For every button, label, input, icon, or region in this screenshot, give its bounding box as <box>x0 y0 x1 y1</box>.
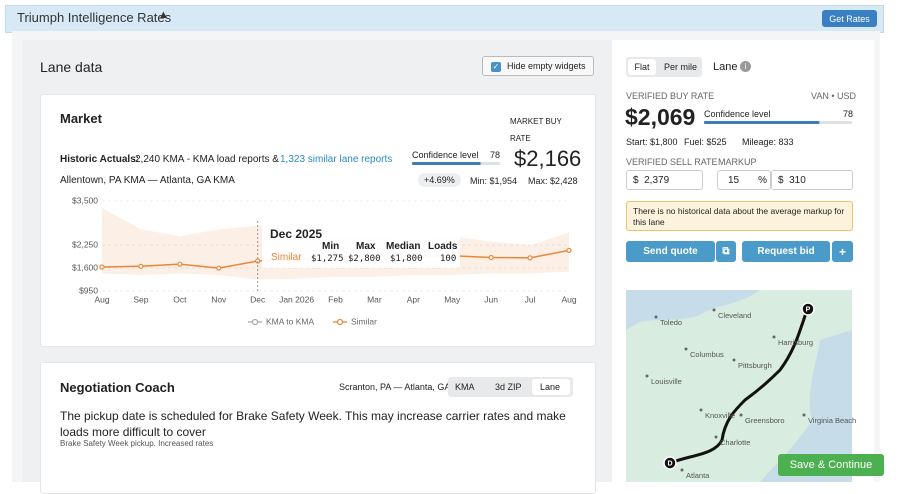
max-text: Max: $2,428 <box>528 176 578 186</box>
sell-input[interactable]: $ 2,379 <box>626 170 703 190</box>
warning: There is no historical data about the av… <box>626 201 853 231</box>
verified-buy-rate: $2,069 <box>625 104 696 130</box>
collapse-icon[interactable]: ▲ <box>158 9 169 21</box>
buy-label: VERIFIED BUY RATE <box>626 91 715 101</box>
checkbox[interactable]: ✓ <box>491 62 501 72</box>
buy-rate: $2,166 <box>514 146 582 171</box>
historic-text: 2,240 KMA - KMA load reports & <box>135 154 279 165</box>
market-card <box>40 94 596 347</box>
negotiation-title: Negotiation Coach <box>60 380 175 395</box>
tab[interactable]: Lane <box>540 382 561 392</box>
markup-pct-input[interactable]: 15% <box>717 170 771 190</box>
flat-tab[interactable]: Flat <box>628 59 656 75</box>
save-continue-button[interactable]: Save & Continue <box>778 454 884 476</box>
pct-sign: % <box>758 174 768 186</box>
tooltip-cell: $1,275 <box>311 254 344 264</box>
change-badge: +4.69% <box>418 173 461 187</box>
tooltip-series: Similar <box>271 252 302 263</box>
hide-empty-toggle[interactable]: Hide empty widgets <box>482 56 594 76</box>
tab[interactable]: 3d ZIP <box>495 382 522 392</box>
tooltip <box>262 222 460 268</box>
tab-active[interactable] <box>532 379 570 395</box>
add-button[interactable]: + <box>832 241 853 262</box>
fuel-text: Fuel: $525 <box>684 137 727 147</box>
tooltip-cell: $2,800 <box>348 254 381 264</box>
lane-data-title: Lane data <box>40 59 103 75</box>
market-route: Allentown, PA KMA — Atlanta, GA KMA <box>60 175 235 186</box>
markup-amount-input[interactable]: $ 310 <box>771 170 853 190</box>
lane-label: Lane <box>713 61 738 73</box>
request-bid-button[interactable]: Request bid <box>742 241 830 262</box>
equipment: VAN • USD <box>811 91 856 101</box>
market-title: Market <box>60 111 102 126</box>
confidence-value: 78 <box>490 150 501 160</box>
confidence-label: Confidence level <box>412 150 479 160</box>
panel-confidence-value: 78 <box>843 109 854 119</box>
negotiation-route: Scranton, PA — Atlanta, GA <box>339 382 451 392</box>
per-mile-tab[interactable]: Per mile <box>664 62 698 72</box>
markup-label: MARKUP <box>718 157 757 167</box>
tooltip-col: Max <box>356 241 376 252</box>
tooltip-col: Loads <box>428 241 458 252</box>
tooltip-col: Min <box>322 241 340 252</box>
tab[interactable]: KMA <box>455 382 475 392</box>
min-text: Min: $1,954 <box>470 176 518 186</box>
sell-label: VERIFIED SELL RATE <box>626 157 718 167</box>
markup-pct: 15 <box>728 174 740 186</box>
start-text: Start: $1,800 <box>626 137 678 147</box>
mileage-text: Mileage: 833 <box>742 137 794 147</box>
get-rates-button[interactable]: Get Rates <box>822 10 877 27</box>
copy-button[interactable]: ⧉ <box>716 241 736 262</box>
currency: $ <box>778 174 784 186</box>
buy-rate-label: MARKET BUY RATE <box>510 117 562 143</box>
send-quote-button[interactable]: Send quote <box>626 241 715 262</box>
tooltip-title: Dec 2025 <box>270 227 323 241</box>
header-title[interactable]: Triumph Intelligence Rates <box>17 10 172 25</box>
sell-value: 2,379 <box>644 174 670 186</box>
tooltip-col: Median <box>386 241 421 252</box>
panel-confidence-label: Confidence level <box>704 109 771 119</box>
markup-amount: 310 <box>789 174 806 186</box>
similar-link[interactable]: 1,323 similar lane reports <box>280 154 393 165</box>
currency: $ <box>633 174 639 186</box>
negotiation-note: Brake Safety Week pickup. Increased rate… <box>60 439 214 448</box>
historic-label: Historic Actuals: <box>60 154 140 165</box>
tooltip-cell: 100 <box>440 254 457 264</box>
negotiation-message: The pickup date is scheduled for Brake S… <box>60 409 566 439</box>
page: Triumph Intelligence Rates ▲ Get Rates L… <box>5 5 884 494</box>
tooltip-cell: $1,800 <box>390 254 423 264</box>
info-icon[interactable]: i <box>740 61 751 72</box>
